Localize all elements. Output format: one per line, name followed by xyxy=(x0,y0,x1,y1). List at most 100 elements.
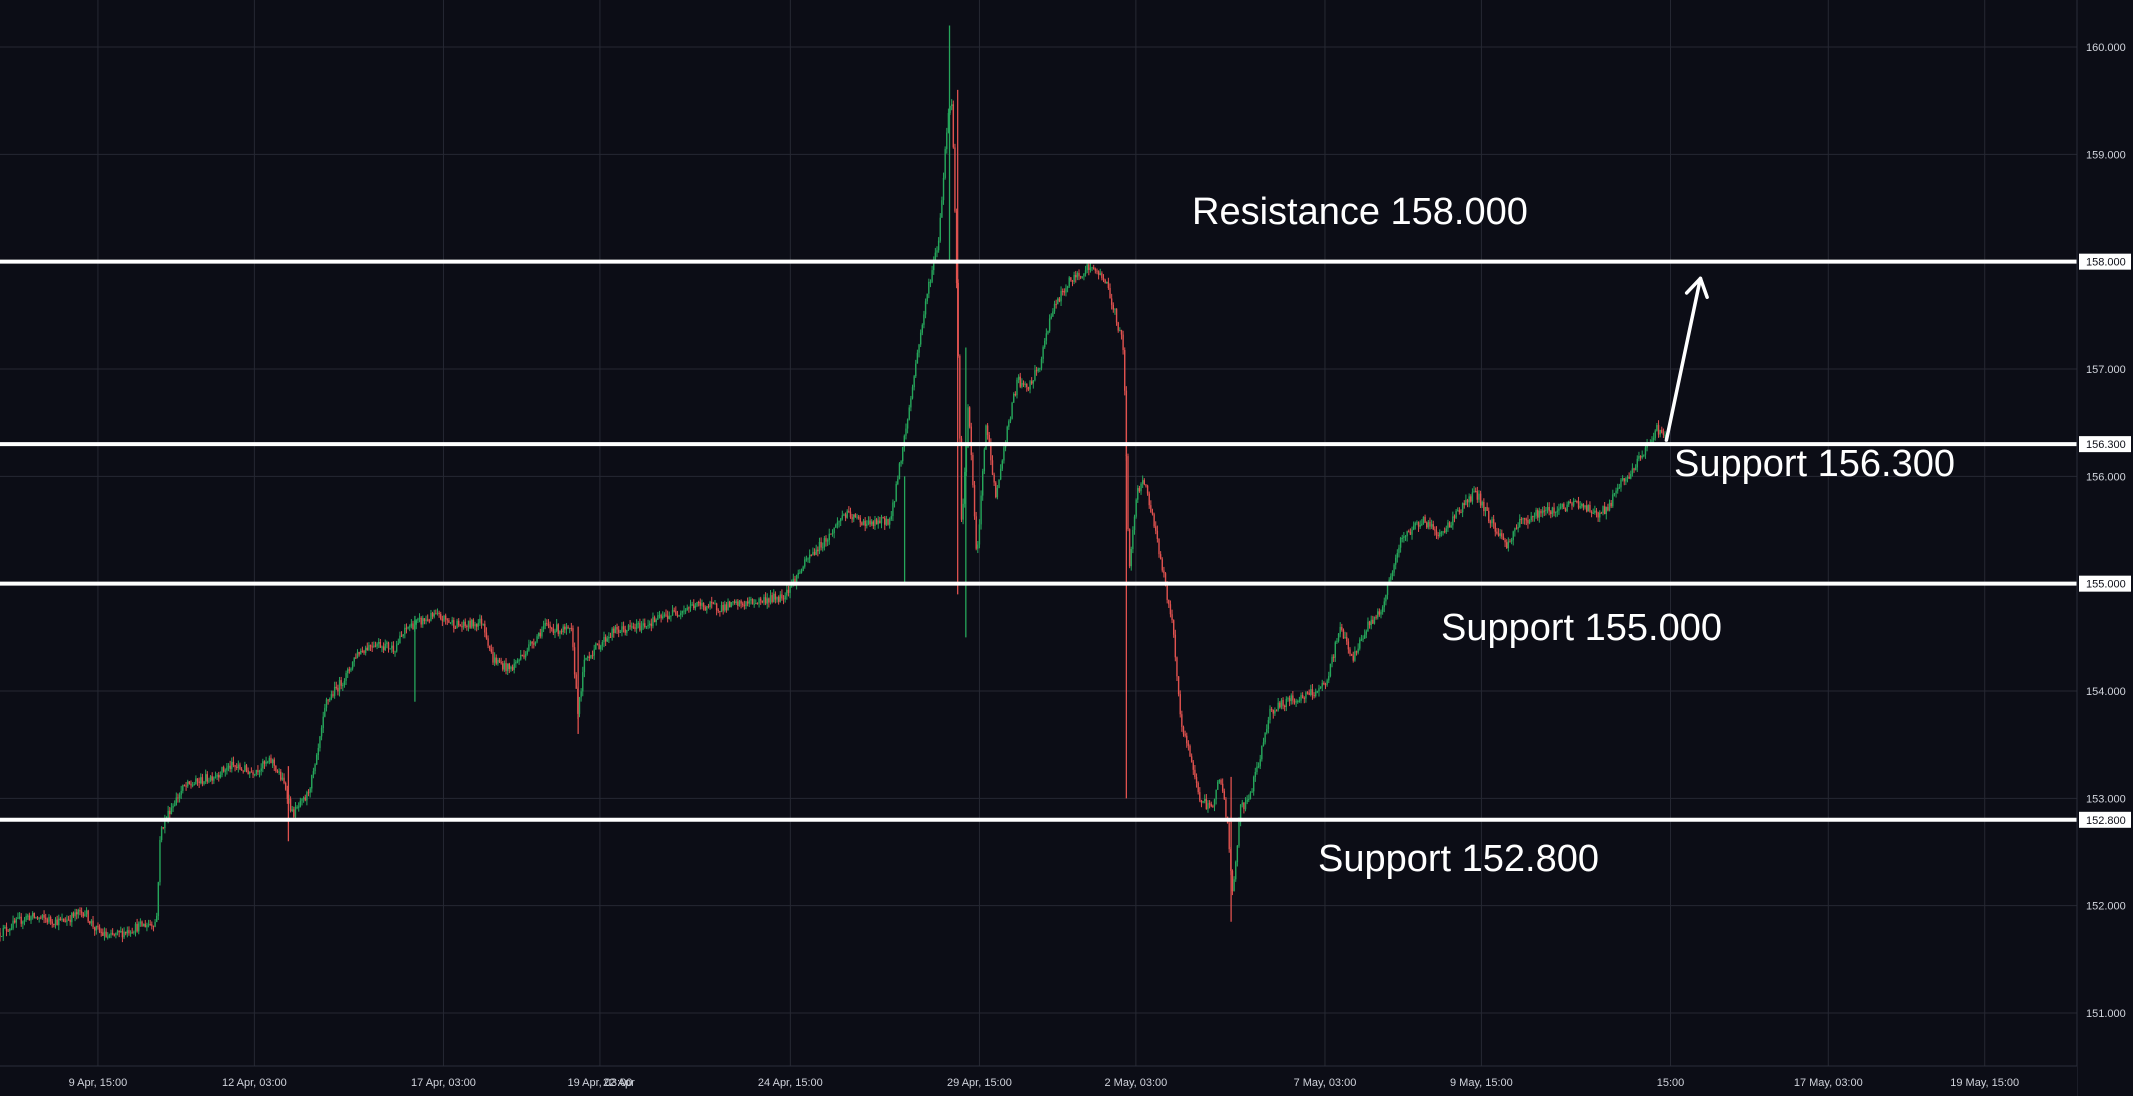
candle xyxy=(521,654,524,657)
candle xyxy=(1569,498,1572,504)
candle xyxy=(1316,690,1319,694)
candle xyxy=(836,517,839,529)
candle xyxy=(882,516,884,519)
annotation-support-155: Support 155.000 xyxy=(1441,607,1722,649)
candle xyxy=(1367,617,1369,632)
candle xyxy=(893,500,896,508)
price-tag[interactable]: 158.000 xyxy=(2079,253,2131,270)
candle xyxy=(761,600,764,604)
candle xyxy=(160,826,163,843)
candle xyxy=(559,630,561,639)
candle xyxy=(93,926,96,936)
candle xyxy=(449,622,452,625)
candle xyxy=(975,511,977,551)
candle xyxy=(1659,429,1661,438)
candle xyxy=(725,601,728,613)
horizontal-levels[interactable] xyxy=(0,259,2077,822)
candle xyxy=(1466,498,1469,508)
candle xyxy=(329,697,331,703)
candle xyxy=(841,510,844,521)
price-tag[interactable]: 155.000 xyxy=(2079,575,2131,592)
candle xyxy=(123,927,125,940)
candle xyxy=(1207,800,1209,813)
candle xyxy=(142,923,145,927)
candle xyxy=(1447,519,1449,532)
candle xyxy=(555,619,558,633)
price-tag[interactable]: 156.300 xyxy=(2079,436,2131,453)
price-tag[interactable]: 152.800 xyxy=(2079,811,2131,828)
candle xyxy=(1169,600,1172,618)
candle xyxy=(159,836,161,886)
candle xyxy=(110,929,112,939)
candle xyxy=(448,618,450,624)
candle xyxy=(526,647,528,656)
candle xyxy=(458,618,460,628)
candle xyxy=(376,642,378,650)
candle xyxy=(1324,682,1327,690)
candle xyxy=(1181,710,1183,732)
candle xyxy=(400,631,403,637)
candle xyxy=(335,681,337,690)
candle xyxy=(87,909,89,924)
time-axis[interactable]: 9 Apr, 15:00 12 Apr, 03:00 17 Apr, 03:00 19… xyxy=(0,1065,2077,1096)
candle xyxy=(1561,503,1563,510)
candle xyxy=(1102,274,1105,283)
candle xyxy=(53,923,55,928)
price-tick-label: 159.000 xyxy=(2086,149,2126,161)
candle xyxy=(1540,509,1542,517)
candle xyxy=(74,908,76,922)
candle xyxy=(1398,544,1400,558)
candle xyxy=(862,518,865,526)
candle xyxy=(263,760,266,769)
price-axis[interactable]: 151.000 152.000 153.000 154.000 155.000 156.0… xyxy=(2076,0,2133,1096)
candle xyxy=(347,667,349,678)
candle xyxy=(1350,653,1353,657)
candle xyxy=(1610,500,1612,509)
candle xyxy=(652,612,654,629)
time-tick-label: 17 Apr, 03:00 xyxy=(411,1077,476,1089)
candle xyxy=(435,609,437,615)
candle xyxy=(1150,500,1152,513)
candle xyxy=(657,611,659,620)
candle xyxy=(216,773,218,780)
candle xyxy=(511,664,514,672)
candle xyxy=(671,605,674,616)
candle xyxy=(1083,273,1085,281)
candle xyxy=(1241,799,1243,808)
candle xyxy=(999,464,1002,481)
candle xyxy=(1125,386,1128,461)
candle xyxy=(575,672,577,689)
candle xyxy=(182,784,184,794)
candle xyxy=(1246,795,1248,805)
candle xyxy=(1541,506,1544,518)
candle xyxy=(817,546,819,557)
candle xyxy=(880,514,883,529)
candle xyxy=(177,793,179,803)
candle xyxy=(578,696,581,718)
candle xyxy=(196,778,199,786)
candle xyxy=(301,798,303,806)
candle xyxy=(802,565,804,572)
candle xyxy=(1328,671,1330,684)
candle xyxy=(1068,276,1070,288)
candle xyxy=(232,756,235,768)
candle xyxy=(154,919,156,928)
candle xyxy=(1321,679,1323,692)
breakout-arrow xyxy=(1664,276,1709,442)
candle xyxy=(1259,754,1261,770)
candle xyxy=(249,771,251,779)
candle xyxy=(144,920,146,928)
candle xyxy=(459,624,462,627)
candle xyxy=(637,621,639,629)
candle xyxy=(1065,284,1067,297)
candle xyxy=(500,657,502,665)
candle xyxy=(1192,760,1194,775)
candle xyxy=(895,481,897,502)
candle xyxy=(1128,528,1131,569)
candle xyxy=(420,616,422,628)
candle xyxy=(1197,781,1199,795)
candle xyxy=(805,555,808,562)
candle xyxy=(1341,623,1343,632)
